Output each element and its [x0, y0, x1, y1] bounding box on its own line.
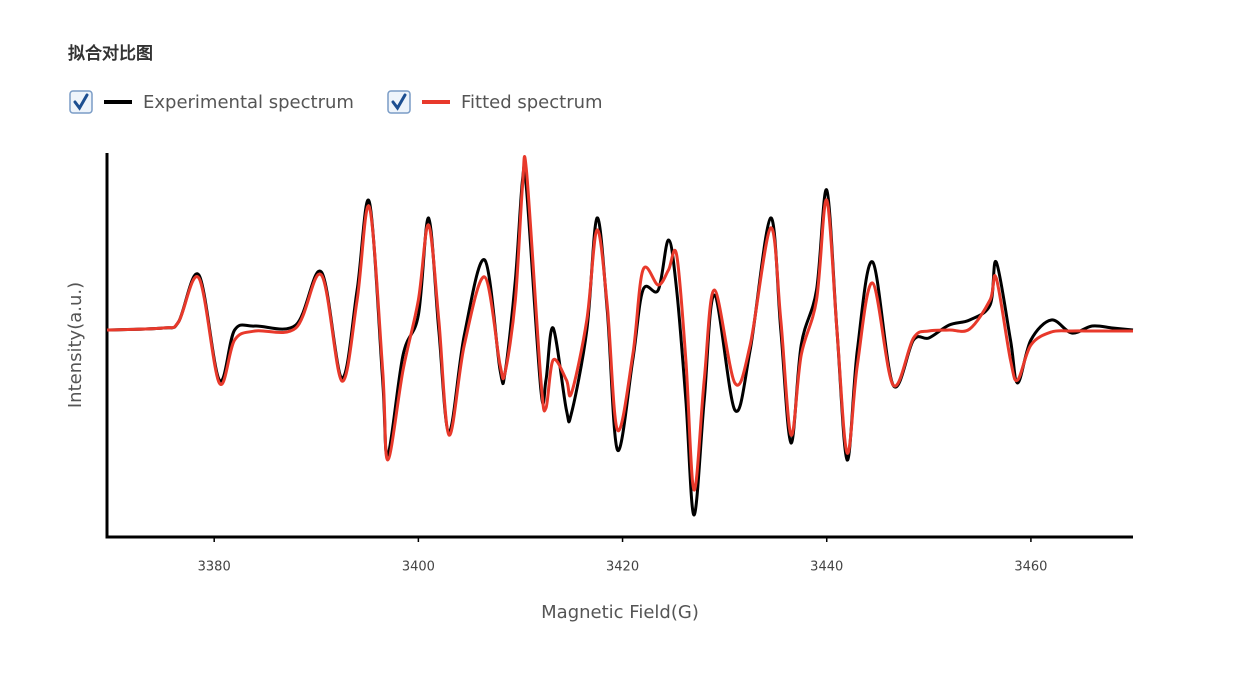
legend-label: Fitted spectrum	[461, 92, 603, 113]
legend: Experimental spectrum Fitted spectrum	[69, 90, 603, 114]
x-tick-label: 3400	[402, 560, 435, 575]
checkbox[interactable]	[387, 90, 411, 114]
x-tick-label: 3460	[1014, 560, 1047, 575]
plot-area: 3380 3400 3420 3440 3460	[105, 153, 1134, 575]
x-axis-label: Magnetic Field(G)	[541, 602, 699, 623]
y-axis-label: Intensity(a.u.)	[65, 282, 86, 408]
chart-title: 拟合对比图	[68, 43, 153, 64]
legend-item[interactable]: Fitted spectrum	[387, 90, 603, 114]
legend-label: Experimental spectrum	[143, 92, 354, 113]
legend-item[interactable]: Experimental spectrum	[69, 90, 354, 114]
series-line	[106, 164, 1134, 517]
checkbox[interactable]	[69, 90, 93, 114]
x-tick-label: 3440	[810, 560, 843, 575]
x-tick-label: 3380	[198, 560, 231, 575]
series-line	[106, 155, 1133, 492]
x-tick-label: 3420	[606, 560, 639, 575]
checkmark	[391, 93, 407, 111]
checkmark	[73, 93, 89, 111]
